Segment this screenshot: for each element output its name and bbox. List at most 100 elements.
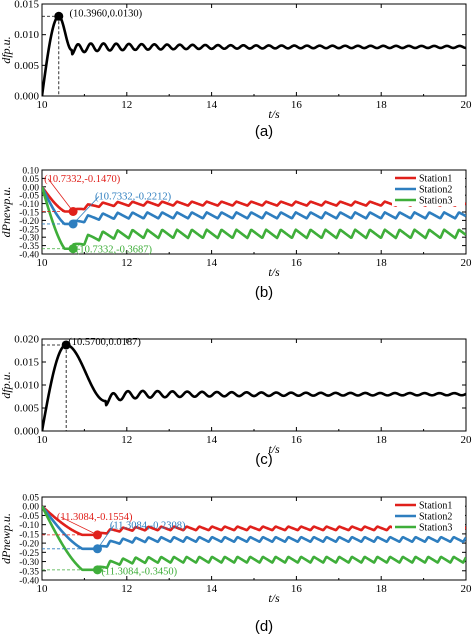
y-tick-label: -0.30 [19,558,39,568]
y-tick-label: -0.10 [19,521,39,531]
annotation-label: (10.7332,-0.2212) [95,191,172,202]
annotation-marker [54,11,64,21]
y-tick-label: 0.05 [22,175,39,185]
y-tick-label: 0.010 [14,380,39,392]
legend-label: Station3 [419,523,452,534]
series-line-station3 [42,186,466,251]
y-axis-label: dPnewp.u. [0,187,13,238]
y-tick-label: -0.05 [19,192,39,202]
x-tick-label: 16 [291,99,303,111]
annotation-leader [97,525,115,550]
y-tick-label: -0.20 [19,217,39,227]
y-tick-label: -0.20 [19,540,39,550]
annotation-label: (10.3960,0.0130) [70,8,143,19]
x-axis-label: t/s [268,442,280,456]
y-tick-label: 0.00 [22,503,39,513]
y-tick-label: 0.015 [14,357,39,369]
y-tick-label: -0.10 [19,200,39,210]
annotation-leader [47,178,74,212]
legend-label: Station3 [419,196,452,207]
x-tick-label: 18 [376,583,388,595]
y-tick-label: 0.010 [14,29,39,41]
annotation-label: (11.3084,-0.3450) [101,566,177,577]
y-tick-label: 0.00 [22,183,39,193]
y-tick-label: -0.15 [19,209,39,219]
x-axis-label: t/s [268,265,280,279]
annotation-marker [61,340,71,350]
panel-caption: (c) [255,451,273,468]
annotation-label: (10.7332,-0.1470) [44,174,121,185]
y-axis-label: dfp.u. [0,36,13,63]
chart-panel-c: 10 12 14 16 18 20 0.000 0.005 0.010 0.015 0.020 t/s… [0,334,472,469]
series-line-station2 [42,186,466,226]
x-tick-label: 12 [121,257,132,269]
x-axis-label: t/s [268,591,280,605]
legend-label: Station1 [419,174,452,185]
y-tick-label: -0.30 [19,234,39,244]
legend-label: Station2 [419,185,452,196]
y-tick-label: 0.020 [14,334,39,346]
x-tick-label: 16 [291,583,303,595]
chart-panel-b: 10 12 14 16 18 200.100.050.00-0.05-0.10-0.15-… [0,167,472,302]
panel-caption: (b) [255,284,273,301]
x-tick-label: 10 [37,583,49,595]
x-tick-label: 18 [376,99,388,111]
x-tick-label: 10 [37,434,49,446]
annotation-label: (11.3084,-0.1554) [57,512,133,523]
y-tick-label: -0.15 [19,530,39,540]
y-tick-label: -0.35 [19,567,39,577]
x-tick-label: 16 [291,257,303,269]
y-tick-label: -0.05 [19,512,39,522]
x-tick-label: 20 [461,434,473,446]
x-tick-label: 16 [291,434,303,446]
series-line-response [42,14,466,96]
x-tick-label: 12 [121,99,132,111]
annotation-leader [97,569,106,572]
x-tick-label: 14 [206,583,218,595]
x-tick-label: 10 [37,257,49,269]
y-tick-label: -0.35 [19,242,39,252]
y-tick-label: 0.05 [22,494,39,504]
x-tick-label: 20 [461,257,473,269]
x-tick-label: 18 [376,257,388,269]
x-tick-label: 12 [121,583,132,595]
annotation-label: (11.3084,-0.2308) [110,520,186,531]
y-axis-label: dfp.u. [0,371,13,398]
y-tick-label: -0.40 [19,251,39,261]
x-tick-label: 20 [461,583,473,595]
x-tick-label: 20 [461,99,473,111]
annotation-leader [73,248,80,250]
series-line-station3 [42,505,466,572]
y-tick-label: 0.015 [14,0,39,11]
x-tick-label: 18 [376,434,388,446]
y-tick-label: -0.25 [19,549,39,559]
y-tick-label: 0.005 [14,403,39,415]
y-tick-label: 0.005 [14,60,39,72]
panel-caption: (a) [255,123,273,140]
panel-caption: (d) [255,618,273,635]
x-tick-label: 14 [206,257,218,269]
x-axis-label: t/s [268,107,280,121]
x-tick-label: 14 [206,434,218,446]
x-tick-label: 14 [206,99,218,111]
legend-label: Station2 [419,512,452,523]
plot-frame [41,338,467,432]
chart-panel-d: 10 12 14 16 18 20 0.050.00-0.05-0.10-0.15-0.20… [0,494,472,636]
annotation-label: (10.7332,-0.3687) [76,244,153,255]
y-tick-label: -0.40 [19,577,39,587]
y-tick-label: 0.000 [14,426,39,438]
x-tick-label: 12 [121,434,132,446]
series-line-station2 [42,505,466,551]
y-tick-label: 0.000 [14,91,39,103]
x-tick-label: 10 [37,99,49,111]
series-line-response [42,343,466,431]
chart-panel-a: 10 12 14 16 18 20 0.000 0.005 0.010 0.015 t/s dfp.u… [0,0,472,140]
y-tick-label: 0.10 [22,167,39,177]
y-tick-label: -0.25 [19,225,39,235]
y-axis-label: dPnewp.u. [0,513,13,564]
annotation-label: (10.5700,0.0187) [68,337,141,348]
annotation-leader [72,196,100,225]
annotation-leader [60,516,98,536]
legend-label: Station1 [419,501,452,512]
